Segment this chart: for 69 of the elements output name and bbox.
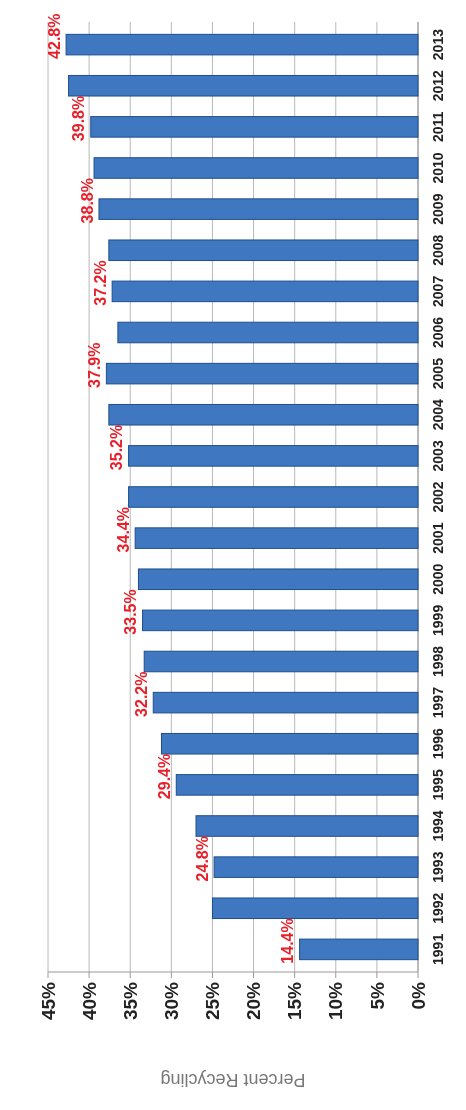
bar [142,609,419,632]
y-tick-label: 2004 [429,398,446,431]
y-tick-label: 2000 [429,563,446,595]
y-tick-label: 2013 [429,28,446,61]
y-tick-label: 2002 [429,481,446,513]
x-tick-label: 45% [37,981,59,1021]
y-tick-label: 1999 [429,604,446,636]
y-tick-label: 2003 [429,440,446,472]
x-tick-label: 35% [119,981,141,1021]
x-tick-label: 5% [366,981,388,1010]
bar [299,938,419,961]
bar [160,732,419,755]
bar [111,280,419,303]
x-tick-label: 15% [284,981,306,1021]
data-label: 14.4% [279,918,297,964]
y-tick-label: 1992 [429,892,446,924]
x-tick-label: 0% [407,981,429,1010]
bar [211,897,419,920]
bar [105,362,419,385]
y-tick-label: 1996 [429,727,446,760]
x-tick-label: 30% [160,981,182,1021]
y-tick-label: 2005 [429,357,446,390]
bar [195,815,419,837]
data-label: 37.9% [85,342,103,388]
bar [90,116,419,138]
bar [152,691,419,714]
bar [117,321,419,344]
y-tick-label: 1991 [429,933,446,965]
x-tick-label: 40% [78,981,100,1021]
data-label: 34.4% [114,507,132,553]
bar [175,774,419,796]
y-tick-label: 2012 [429,69,446,102]
bar [143,650,419,673]
data-label: 38.8% [78,178,96,224]
bar [137,568,419,591]
y-tick-label: 2001 [429,522,446,554]
data-label: 35.2% [108,424,126,471]
data-label: 24.8% [193,836,211,882]
y-tick-label: 2007 [429,275,446,307]
data-label: 29.4% [155,753,173,800]
data-label: 37.2% [91,260,109,306]
y-tick-label: 1995 [429,769,446,801]
bar [128,486,419,508]
bar [68,74,419,97]
data-label: 42.8% [45,13,63,59]
y-tick-label: 1997 [429,686,446,719]
y-tick-label: 1994 [429,810,446,842]
bar [128,445,419,467]
data-label: 33.5% [122,589,140,635]
bar [108,239,419,262]
bar [65,33,419,56]
x-tick-label: 25% [202,981,224,1021]
bar [108,403,419,426]
data-label: 39.8% [70,95,88,142]
bar [93,157,419,179]
x-tick-label: 10% [325,981,347,1021]
bar [98,198,419,220]
bar [134,527,419,549]
y-tick-label: 1993 [429,851,446,883]
y-tick-label: 2008 [429,234,446,266]
y-tick-label: 2011 [429,111,446,143]
x-tick-label: 20% [243,981,265,1021]
bar [213,856,419,878]
y-tick-label: 2006 [429,316,446,349]
y-tick-label: 1998 [429,645,446,678]
data-label: 32.2% [132,671,150,717]
y-tick-label: 2009 [429,193,446,225]
x-axis-title: Percent Recycling [160,1070,306,1090]
y-tick-label: 2010 [429,152,446,184]
